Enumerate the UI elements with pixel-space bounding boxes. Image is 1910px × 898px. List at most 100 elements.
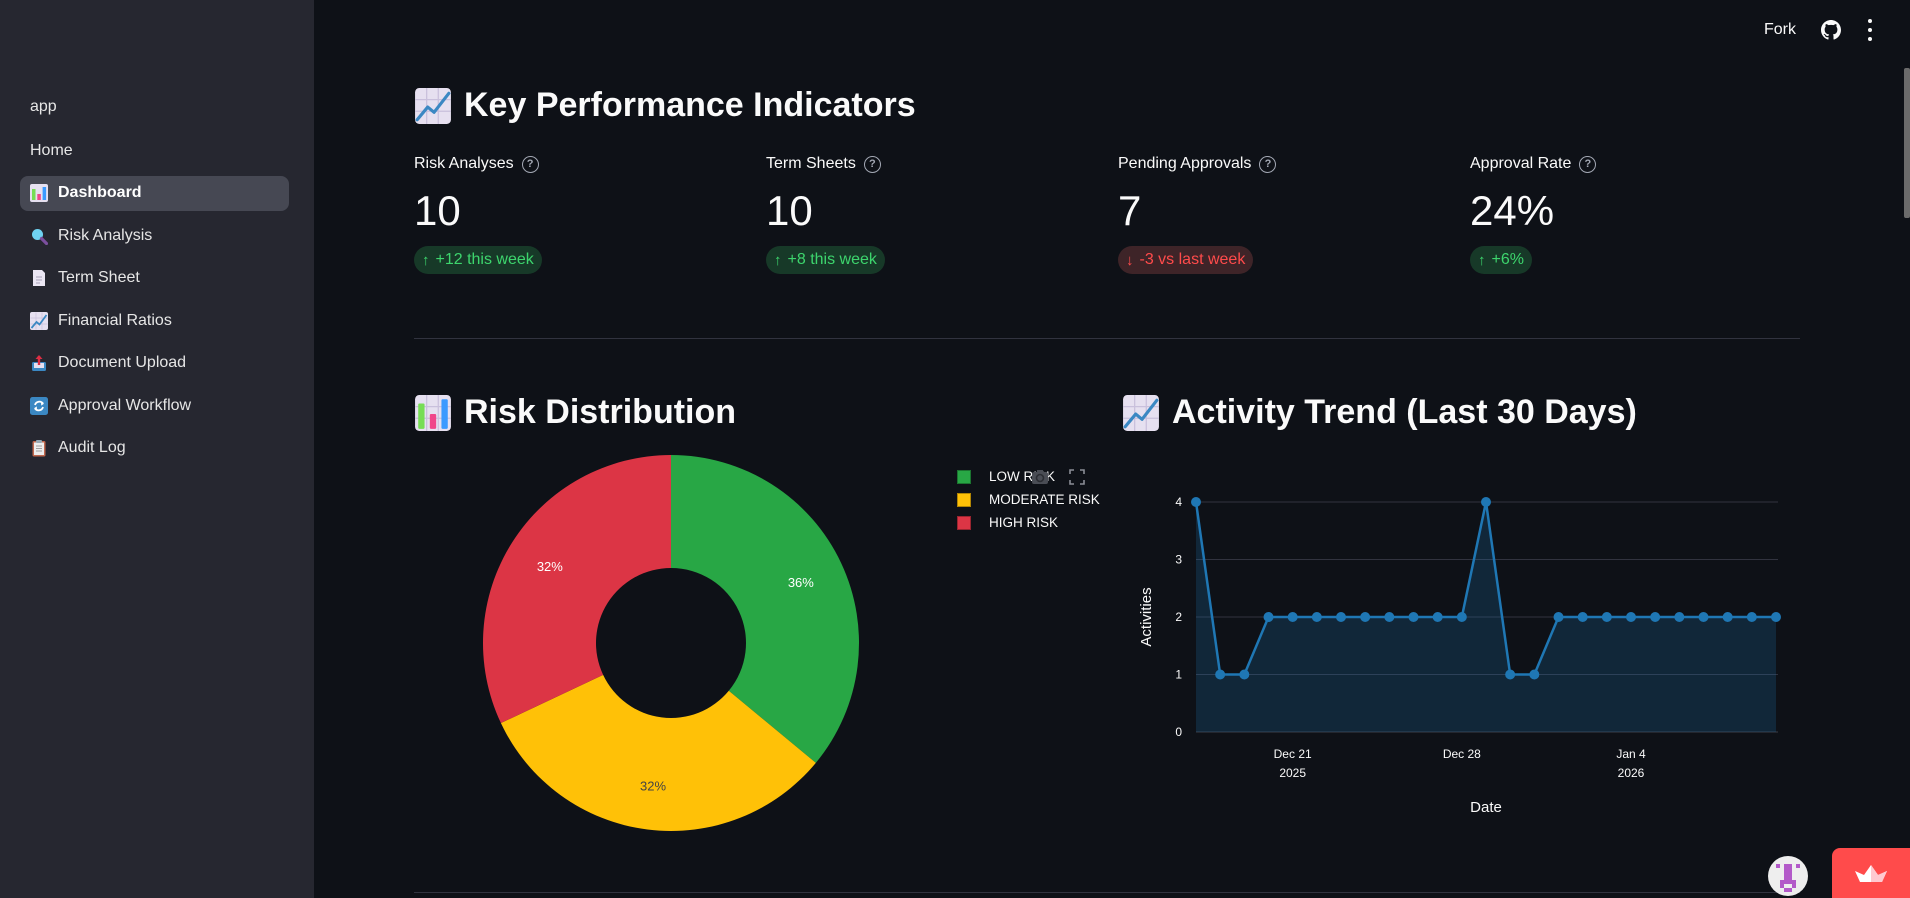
metric-value: 10 — [414, 187, 461, 234]
help-icon[interactable]: ? — [863, 155, 881, 173]
fullscreen-icon[interactable] — [1067, 467, 1087, 487]
arrow-up-icon: ↑ — [422, 251, 430, 269]
data-point[interactable] — [1336, 612, 1346, 622]
data-point[interactable] — [1746, 612, 1757, 622]
data-point[interactable] — [1311, 612, 1322, 622]
camera-icon[interactable] — [1030, 467, 1050, 487]
data-point[interactable] — [1263, 612, 1274, 622]
fork-button[interactable]: Fork — [1764, 21, 1796, 38]
metric-value: 10 — [766, 187, 813, 234]
data-point[interactable] — [1191, 497, 1201, 507]
x-tick-label: Jan 4 — [1616, 747, 1646, 761]
chart-increasing-icon — [1123, 394, 1159, 431]
arrow-up-icon: ↑ — [1478, 251, 1486, 269]
risk-distribution-heading: Risk Distribution — [414, 393, 736, 432]
legend-item[interactable]: MODERATE RISK — [957, 488, 1100, 511]
scrollbar-thumb[interactable] — [1904, 68, 1910, 218]
activity-trend-heading: Activity Trend (Last 30 Days) — [1122, 393, 1637, 432]
data-point[interactable] — [1360, 612, 1371, 622]
data-point[interactable] — [1626, 612, 1636, 622]
data-point[interactable] — [1601, 612, 1612, 622]
y-tick-label: 4 — [1175, 495, 1182, 509]
metric-pending-approvals: Pending Approvals? 7 ↓ -3 vs last week — [1118, 152, 1418, 274]
metric-value: 7 — [1118, 187, 1142, 234]
data-point[interactable] — [1529, 669, 1540, 680]
help-icon[interactable]: ? — [1259, 155, 1277, 173]
bar-chart-icon — [415, 394, 451, 431]
metric-value: 24% — [1470, 187, 1555, 234]
data-point[interactable] — [1505, 669, 1516, 680]
donut-slice-moderate-risk[interactable] — [500, 674, 816, 831]
data-point[interactable] — [1577, 612, 1588, 622]
risk-distribution-title: Risk Distribution — [464, 393, 737, 431]
sidebar-item-risk-analysis[interactable]: Risk Analysis — [20, 218, 289, 253]
chart-increasing-icon — [30, 311, 48, 330]
sidebar-item-audit-log[interactable]: Audit Log — [20, 431, 289, 466]
magnifier-icon — [30, 227, 48, 245]
legend-item[interactable]: HIGH RISK — [957, 511, 1100, 534]
metric-label-text: Term Sheets — [766, 155, 856, 172]
legend-swatch — [957, 515, 971, 530]
streamlit-badge[interactable] — [1832, 848, 1910, 898]
metric-term-sheets: Term Sheets? 10 ↑ +8 this week — [766, 152, 1066, 274]
x-tick-label: Dec 28 — [1443, 747, 1481, 761]
kpi-title: Key Performance Indicators — [464, 86, 916, 124]
help-icon[interactable]: ? — [1579, 155, 1597, 173]
clipboard-icon — [30, 439, 48, 457]
data-point[interactable] — [1481, 497, 1491, 507]
legend-swatch — [957, 469, 971, 484]
risk-donut-chart: 36% 32% 32% — [482, 455, 859, 831]
data-point[interactable] — [1215, 669, 1226, 680]
metric-label: Pending Approvals? — [1118, 152, 1418, 176]
chart-increasing-icon — [415, 87, 451, 124]
sidebar-item-document-upload[interactable]: Document Upload — [20, 346, 289, 381]
legend-label: MODERATE RISK — [989, 492, 1100, 507]
sidebar: app Home Dashboard Risk Analysis Term Sheet… — [0, 0, 314, 898]
sidebar-item-financial-ratios[interactable]: Financial Ratios — [20, 303, 289, 338]
metric-delta-text: +12 this week — [435, 251, 534, 268]
data-point[interactable] — [1239, 669, 1250, 680]
metric-delta: ↑ +12 this week — [414, 246, 542, 274]
sidebar-item-dashboard[interactable]: Dashboard — [20, 175, 289, 211]
metric-delta: ↑ +6% — [1470, 246, 1532, 274]
help-icon[interactable]: ? — [521, 155, 539, 173]
arrows-cycle-icon — [30, 396, 48, 415]
legend-label: HIGH RISK — [989, 515, 1059, 530]
main-menu-button[interactable] — [1866, 19, 1874, 41]
arrow-down-icon: ↓ — [1126, 251, 1134, 269]
sidebar-item-label: Financial Ratios — [58, 311, 172, 329]
data-point[interactable] — [1456, 612, 1467, 622]
data-point[interactable] — [1432, 612, 1443, 622]
y-tick-label: 3 — [1175, 553, 1182, 567]
metric-delta: ↑ +8 this week — [766, 246, 885, 274]
data-point[interactable] — [1408, 612, 1419, 622]
data-point[interactable] — [1553, 612, 1564, 622]
sidebar-app-label: app — [30, 98, 57, 115]
data-point[interactable] — [1287, 612, 1298, 622]
data-point[interactable] — [1722, 612, 1733, 622]
sidebar-item-label: Term Sheet — [58, 269, 140, 286]
donut-slice-low-risk[interactable] — [671, 455, 859, 763]
y-axis-title: Activities — [1138, 587, 1155, 646]
metric-delta-text: +8 this week — [787, 251, 877, 268]
x-tick-year: 2025 — [1279, 766, 1306, 780]
legend-swatch — [957, 492, 971, 507]
user-avatar[interactable] — [1768, 856, 1808, 896]
metric-delta: ↓ -3 vs last week — [1118, 246, 1254, 274]
donut-slice-high-risk[interactable] — [482, 455, 671, 724]
activity-trend-title: Activity Trend (Last 30 Days) — [1172, 393, 1637, 431]
y-tick-label: 1 — [1175, 668, 1182, 682]
page-icon — [30, 269, 48, 287]
area-fill — [1196, 502, 1776, 732]
sidebar-item-home[interactable]: Home — [20, 133, 289, 168]
data-point[interactable] — [1674, 612, 1685, 622]
sidebar-item-label: Approval Workflow — [58, 396, 192, 414]
data-point[interactable] — [1698, 612, 1709, 622]
sidebar-item-term-sheet[interactable]: Term Sheet — [20, 261, 289, 296]
data-point[interactable] — [1650, 612, 1661, 622]
sidebar-item-approval-workflow[interactable]: Approval Workflow — [20, 388, 289, 423]
data-point[interactable] — [1384, 612, 1395, 622]
data-point[interactable] — [1771, 612, 1781, 622]
github-icon[interactable] — [1821, 20, 1841, 40]
x-tick-label: Dec 21 — [1274, 747, 1312, 761]
